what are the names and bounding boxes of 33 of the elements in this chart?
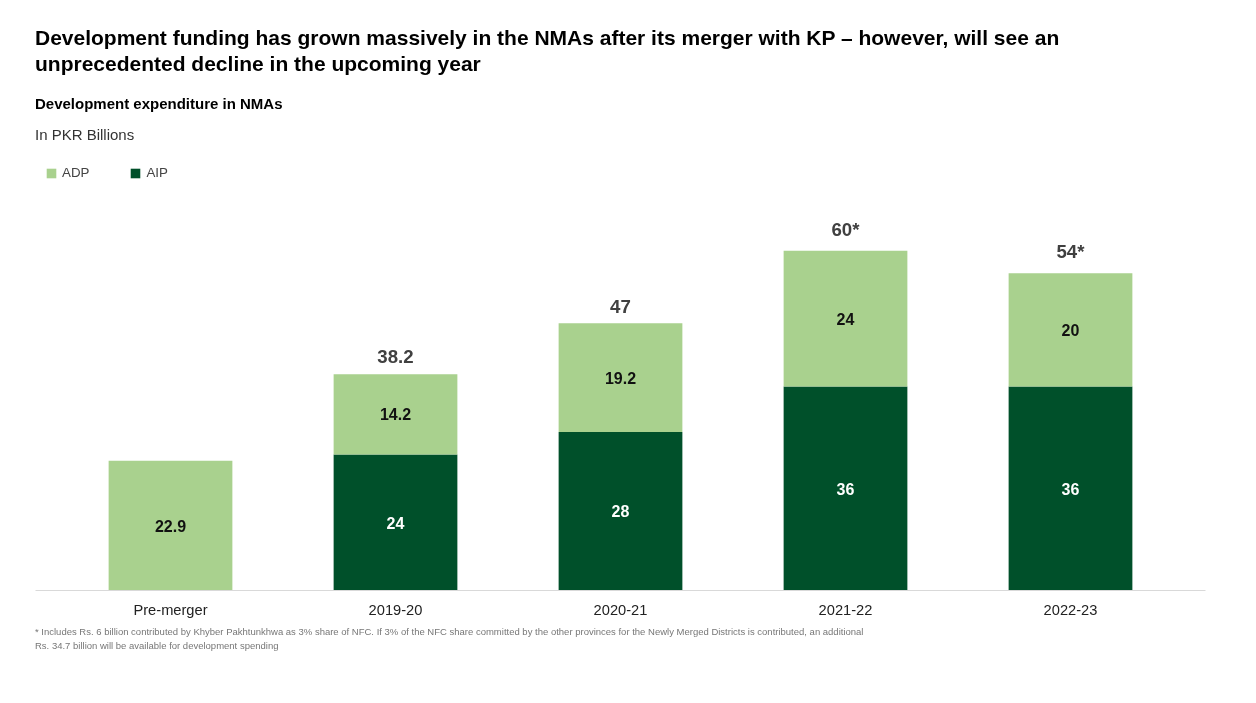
legend-label: ADP — [62, 165, 90, 181]
data-label: 28 — [611, 503, 630, 521]
x-tick-label: Pre-merger — [133, 601, 208, 618]
chart-title: Development funding has grown massively in the NMAs after its merger with KP – however, will see an unprecedented decline in the upcoming year — [35, 25, 1061, 78]
data-label: 14.2 — [379, 406, 412, 424]
data-label: 36 — [836, 480, 855, 498]
annotation: 60* — [831, 219, 861, 241]
bar — [783, 386, 908, 591]
bar — [333, 454, 458, 591]
text: * Includes Rs. 6 billion contributed by Khyber Pakhtunkhwa as 3% share of NFC. If 3% of the NFC share committed by the other provinces for the Newly Merged Districts is contributed, an additional Rs. 34.7 billion will be available for development spending — [35, 625, 865, 653]
x-tick-label: 2021-22 — [818, 601, 873, 618]
bar — [108, 461, 233, 591]
data-label: 22.9 — [154, 517, 187, 535]
text: In PKR Billions — [35, 124, 135, 145]
x-tick-label: 2022-23 — [1043, 601, 1098, 618]
data-label: 36 — [1061, 480, 1080, 498]
bar — [558, 323, 683, 433]
annotation: 47 — [610, 296, 631, 318]
x-tick-label: 2020-21 — [593, 601, 648, 618]
chart-subtitle: Development expenditure in NMAs — [35, 93, 283, 114]
annotation: 38.2 — [377, 346, 414, 368]
x-tick-label: 2019-20 — [368, 601, 423, 618]
bar — [1008, 386, 1133, 591]
bar — [783, 251, 908, 387]
data-label: 19.2 — [604, 369, 637, 387]
bar — [1008, 273, 1133, 387]
data-label: 24 — [836, 310, 855, 328]
legend-label: AIP — [146, 165, 168, 181]
annotation: 54* — [1056, 241, 1086, 263]
data-label: 20 — [1061, 322, 1080, 340]
data-label: 24 — [386, 514, 405, 532]
bar — [333, 374, 458, 455]
bar — [558, 432, 683, 591]
